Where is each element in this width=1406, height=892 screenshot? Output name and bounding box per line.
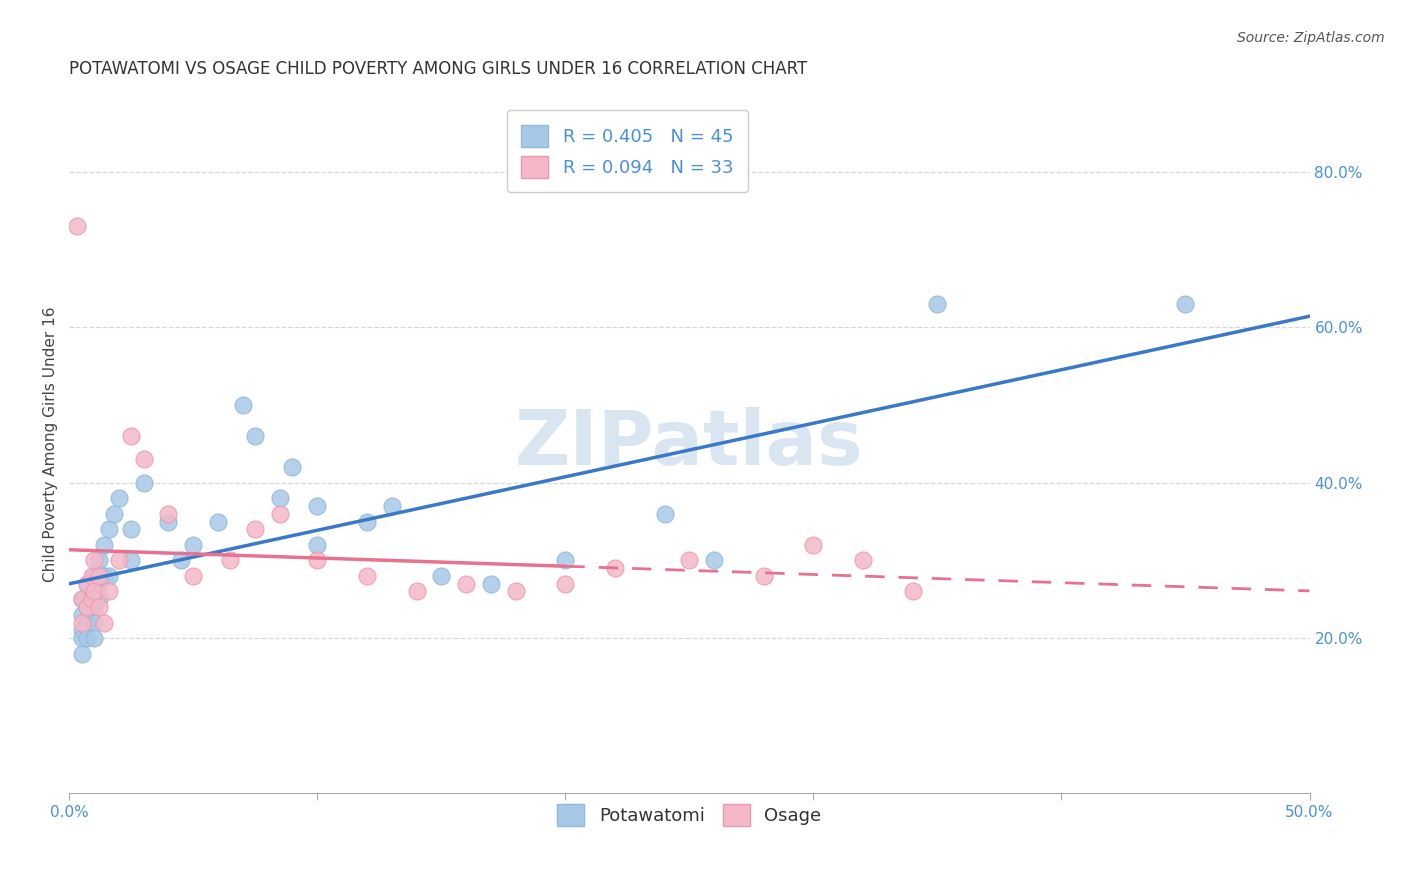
Point [87,576,110,591]
Point [207,515,229,529]
Point [132,475,155,490]
Point [120,429,142,443]
Point [356,569,378,583]
Point [405,584,427,599]
Point [87,553,110,567]
Point [803,538,825,552]
Point [97,584,120,599]
Point [76,576,98,591]
Point [83,599,105,614]
Point [654,507,676,521]
Point [456,576,478,591]
Point [356,515,378,529]
Point [108,553,131,567]
Point [70,647,93,661]
Text: ZIPatlas: ZIPatlas [515,407,863,481]
Point [108,491,131,506]
Y-axis label: Child Poverty Among Girls Under 16: Child Poverty Among Girls Under 16 [44,306,58,582]
Point [505,584,527,599]
Point [927,297,949,311]
Point [70,631,93,645]
Point [479,576,502,591]
Point [307,538,329,552]
Point [76,615,98,630]
Point [93,569,115,583]
Point [181,538,204,552]
Point [83,631,105,645]
Point [70,624,93,638]
Point [554,576,576,591]
Point [83,584,105,599]
Point [80,592,103,607]
Point [245,522,267,536]
Point [120,553,142,567]
Point [245,429,267,443]
Point [83,615,105,630]
Point [852,553,875,567]
Point [381,499,404,513]
Point [269,491,291,506]
Point [87,569,110,583]
Point [157,507,180,521]
Point [76,599,98,614]
Point [80,569,103,583]
Point [83,569,105,583]
Point [76,576,98,591]
Point [603,561,626,575]
Point [1174,297,1197,311]
Point [87,592,110,607]
Point [93,538,115,552]
Point [554,553,576,567]
Point [83,553,105,567]
Point [83,584,105,599]
Point [232,398,254,412]
Point [97,569,120,583]
Legend: Potawatomi, Osage: Potawatomi, Osage [550,797,828,833]
Point [281,460,304,475]
Point [901,584,924,599]
Point [87,599,110,614]
Point [307,553,329,567]
Point [76,599,98,614]
Text: POTAWATOMI VS OSAGE CHILD POVERTY AMONG GIRLS UNDER 16 CORRELATION CHART: POTAWATOMI VS OSAGE CHILD POVERTY AMONG … [69,60,807,78]
Point [103,507,125,521]
Point [678,553,700,567]
Point [70,615,93,630]
Point [97,522,120,536]
Point [703,553,725,567]
Point [752,569,775,583]
Point [70,592,93,607]
Point [66,219,89,234]
Point [157,515,180,529]
Point [76,631,98,645]
Point [170,553,193,567]
Point [181,569,204,583]
Point [307,499,329,513]
Point [219,553,242,567]
Point [120,522,142,536]
Point [70,592,93,607]
Point [132,452,155,467]
Point [70,607,93,622]
Point [269,507,291,521]
Point [93,615,115,630]
Text: Source: ZipAtlas.com: Source: ZipAtlas.com [1237,31,1385,45]
Point [430,569,453,583]
